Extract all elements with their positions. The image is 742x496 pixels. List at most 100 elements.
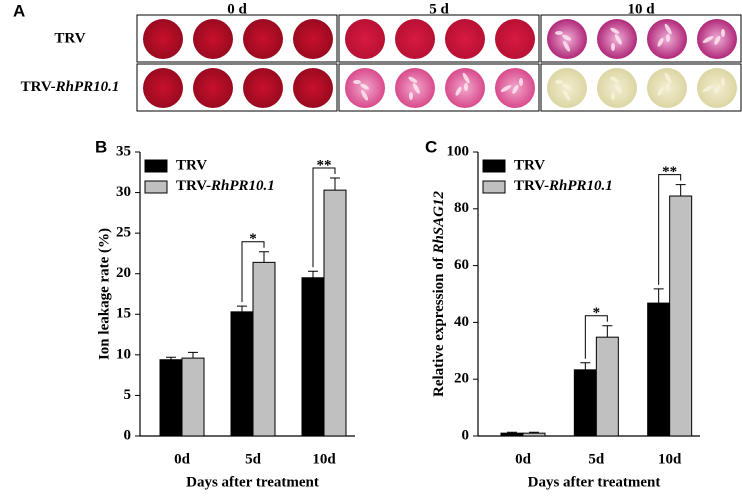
y-tick-label: 25 [116,225,131,241]
significance-label: ** [317,157,332,173]
y-tick-label: 0 [462,427,470,443]
y-tick-label: 20 [116,265,131,281]
x-tick-label: 10d [312,451,336,467]
significance-bracket [658,174,682,285]
y-axis-label: Ion leakage rate (%) [96,228,112,360]
row-label: TRV [54,30,85,46]
disc-mottle [614,34,622,45]
error-bar [237,305,247,312]
leaf-disc [445,19,485,59]
disc-mottle [721,78,725,86]
disc-mottle [555,80,563,84]
disc-mottle [721,29,725,37]
disc-mottle [563,40,570,52]
disc-mottle [512,84,519,94]
legend-label: TRV [176,157,207,173]
column-label: 0 d [227,1,247,17]
bar [522,432,546,437]
x-tick-label: 5d [588,451,605,467]
bar [159,359,183,437]
disc-mottle [563,89,570,101]
significance-label: ** [662,164,677,180]
panel-label: A [13,1,25,20]
y-tick-label: 30 [116,184,131,200]
bar [595,336,619,437]
disc-mottle [611,43,615,51]
x-axis-label: Days after treatment [186,474,319,490]
disc-mottle [611,92,615,100]
column-label: 5 d [429,1,449,17]
y-tick-label: 20 [454,371,469,387]
disc-mottle [455,86,462,96]
x-tick-label: 0d [515,451,532,467]
error-bar [330,177,340,191]
leaf-disc [193,68,233,108]
panel-label: B [95,137,107,156]
x-tick-label: 0d [174,451,191,467]
disc-mottle [500,85,512,92]
leaf-disc [143,19,183,59]
disc-mottle [714,84,721,94]
disc-mottle [562,83,572,90]
disc-mottle [361,89,368,101]
leaf-disc [345,19,385,59]
disc-mottle [408,76,418,83]
error-bar [675,184,686,197]
y-tick-label: 10 [116,346,131,362]
y-tick-label: 0 [124,427,132,443]
disc-mottle [657,86,664,96]
disc-mottle [610,27,620,34]
bar [669,195,693,437]
disc-mottle [353,80,361,84]
disc-mottle [555,31,563,35]
error-bar [308,270,318,278]
leaf-disc [293,19,333,59]
leaf-disc [293,68,333,108]
y-tick-label: 35 [116,143,131,159]
disc-mottle [519,78,523,86]
legend-swatch [144,180,168,194]
legend-swatch [144,159,168,173]
disc-mottle [714,35,721,45]
panel-label: C [425,137,437,156]
legend-swatch [482,180,506,194]
bar [230,311,254,437]
disc-mottle [702,36,714,44]
error-bar [188,351,198,359]
legend-label: TRV-RhPR10.1 [514,178,613,194]
disc-mottle [614,83,622,94]
error-bar [602,325,613,338]
error-bar [580,362,591,370]
leaf-disc [193,19,233,59]
error-bar [507,431,517,434]
disc-mottle [657,37,664,47]
y-tick-label: 100 [447,143,470,159]
disc-mottle [412,83,420,94]
error-bar [653,288,664,304]
column-label: 10 d [627,1,655,17]
legend-label: TRV-RhPR10.1 [176,178,275,194]
row-label: TRV-RhPR10.1 [21,79,120,95]
disc-mottle [360,83,370,90]
leaf-disc [495,19,535,59]
disc-mottle [666,34,670,42]
y-tick-label: 40 [454,314,469,330]
leaf-disc [143,68,183,108]
y-tick-label: 5 [124,387,132,403]
bar [301,277,325,437]
significance-label: * [593,305,601,321]
significance-label: * [249,231,257,247]
leaf-disc [243,68,283,108]
disc-mottle [409,92,413,100]
error-bar [259,251,269,263]
bar [323,189,347,437]
leaf-disc [395,19,435,59]
disc-mottle [666,83,670,91]
disc-mottle [562,34,572,41]
bar [647,302,671,437]
legend-label: TRV [514,157,545,173]
error-bar [529,431,539,434]
bar [573,369,597,437]
significance-bracket [584,315,608,359]
